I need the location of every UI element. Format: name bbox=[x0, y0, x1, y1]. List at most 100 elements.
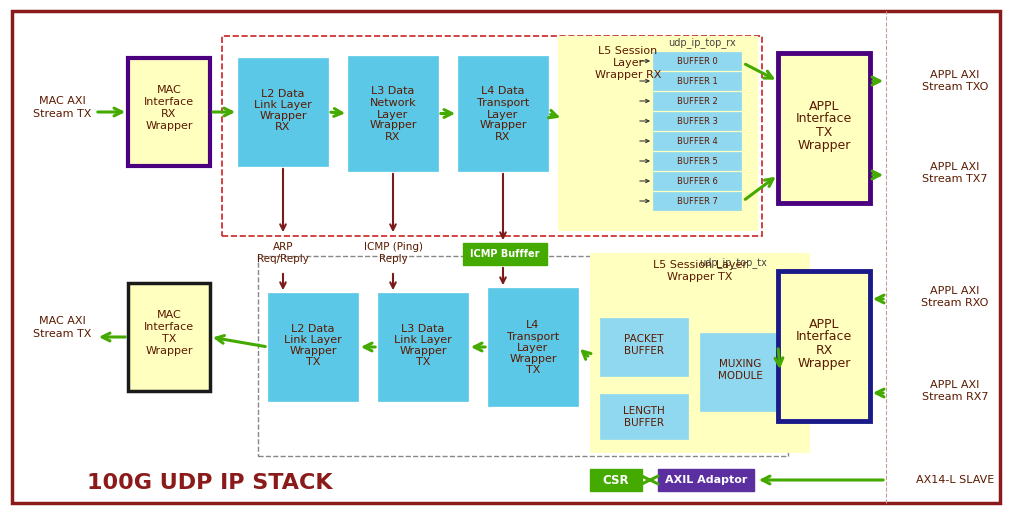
Text: Interface: Interface bbox=[144, 322, 195, 332]
Text: BUFFER: BUFFER bbox=[624, 346, 664, 356]
Text: udp_ip_top_tx: udp_ip_top_tx bbox=[699, 257, 767, 268]
Bar bbox=[348, 56, 438, 171]
Text: BUFFER: BUFFER bbox=[624, 417, 664, 428]
Text: APPL AXI: APPL AXI bbox=[931, 380, 980, 390]
Text: MAC: MAC bbox=[157, 310, 181, 320]
Text: AX14-L SLAVE: AX14-L SLAVE bbox=[915, 475, 994, 485]
Bar bbox=[558, 36, 758, 231]
Bar bbox=[653, 52, 741, 70]
Bar bbox=[600, 318, 688, 376]
Text: ARP: ARP bbox=[272, 242, 293, 252]
Text: Req/Reply: Req/Reply bbox=[257, 254, 309, 264]
Text: BUFFER 1: BUFFER 1 bbox=[677, 77, 718, 85]
Text: udp_ip_top_rx: udp_ip_top_rx bbox=[668, 38, 736, 48]
Text: BUFFER 2: BUFFER 2 bbox=[677, 96, 718, 105]
Text: APPL: APPL bbox=[809, 100, 840, 113]
Text: TX: TX bbox=[306, 357, 321, 367]
Text: 100G UDP IP STACK: 100G UDP IP STACK bbox=[87, 473, 333, 493]
Text: Reply: Reply bbox=[379, 254, 408, 264]
Text: L5 Session Layer: L5 Session Layer bbox=[653, 260, 746, 270]
Text: BUFFER 7: BUFFER 7 bbox=[677, 196, 718, 205]
Text: MAC: MAC bbox=[157, 85, 181, 95]
Text: TX: TX bbox=[816, 126, 833, 139]
Text: PACKET: PACKET bbox=[625, 334, 664, 344]
Bar bbox=[258, 256, 788, 456]
Text: BUFFER 0: BUFFER 0 bbox=[677, 56, 718, 66]
Text: Layer: Layer bbox=[612, 58, 644, 68]
Text: Interface: Interface bbox=[796, 330, 852, 343]
Bar bbox=[128, 58, 210, 166]
Text: L2 Data: L2 Data bbox=[291, 324, 335, 334]
Text: L4: L4 bbox=[526, 320, 540, 330]
Text: RX: RX bbox=[496, 131, 511, 142]
Text: Transport: Transport bbox=[507, 332, 559, 342]
Text: Link Layer: Link Layer bbox=[394, 335, 452, 345]
Bar bbox=[222, 36, 762, 236]
Text: Wrapper RX: Wrapper RX bbox=[595, 70, 662, 80]
Bar bbox=[778, 53, 870, 203]
Bar bbox=[600, 394, 688, 439]
Text: Interface: Interface bbox=[796, 113, 852, 126]
Bar bbox=[378, 293, 468, 401]
Text: RX: RX bbox=[815, 343, 833, 356]
Text: Wrapper: Wrapper bbox=[479, 120, 526, 130]
Text: BUFFER 6: BUFFER 6 bbox=[677, 177, 718, 185]
Text: Stream TX: Stream TX bbox=[33, 329, 91, 339]
Text: Transport: Transport bbox=[477, 98, 529, 108]
Text: Interface: Interface bbox=[144, 97, 195, 107]
Text: L4 Data: L4 Data bbox=[481, 86, 524, 96]
Text: RX: RX bbox=[162, 109, 177, 119]
Bar bbox=[653, 152, 741, 170]
Text: RX: RX bbox=[275, 122, 291, 132]
Bar bbox=[653, 132, 741, 150]
Text: ICMP (Ping): ICMP (Ping) bbox=[364, 242, 423, 252]
Text: APPL AXI: APPL AXI bbox=[931, 70, 980, 80]
Text: L2 Data: L2 Data bbox=[261, 89, 305, 99]
Bar bbox=[238, 58, 328, 166]
Text: Link Layer: Link Layer bbox=[284, 335, 342, 345]
Bar bbox=[590, 253, 810, 453]
Text: Layer: Layer bbox=[517, 343, 549, 353]
Bar bbox=[653, 112, 741, 130]
Bar bbox=[653, 192, 741, 210]
Bar bbox=[653, 92, 741, 110]
Text: MAC AXI: MAC AXI bbox=[39, 96, 85, 106]
Text: BUFFER 3: BUFFER 3 bbox=[677, 117, 718, 126]
Bar bbox=[778, 271, 870, 421]
Text: RX: RX bbox=[385, 131, 400, 142]
Bar bbox=[458, 56, 548, 171]
Text: BUFFER 5: BUFFER 5 bbox=[677, 156, 718, 166]
Text: APPL AXI: APPL AXI bbox=[931, 286, 980, 296]
Text: LENGTH: LENGTH bbox=[624, 405, 665, 416]
Text: Wrapper: Wrapper bbox=[798, 356, 851, 369]
Bar bbox=[700, 333, 780, 411]
Bar bbox=[488, 288, 578, 406]
Text: Wrapper: Wrapper bbox=[798, 139, 851, 152]
Text: MAC AXI: MAC AXI bbox=[39, 316, 85, 326]
Text: MUXING: MUXING bbox=[719, 359, 761, 369]
Text: L3 Data: L3 Data bbox=[372, 86, 415, 96]
Text: Layer: Layer bbox=[487, 109, 518, 119]
Bar bbox=[658, 469, 754, 491]
Bar bbox=[268, 293, 358, 401]
Text: Layer: Layer bbox=[378, 109, 409, 119]
Text: Stream RX7: Stream RX7 bbox=[922, 392, 988, 402]
Bar bbox=[653, 72, 741, 90]
Text: Wrapper TX: Wrapper TX bbox=[668, 272, 733, 282]
Text: L5 Session: L5 Session bbox=[598, 46, 657, 56]
Bar bbox=[128, 283, 210, 391]
Text: Network: Network bbox=[370, 98, 417, 108]
Text: Stream RXO: Stream RXO bbox=[922, 298, 989, 308]
Text: L3 Data: L3 Data bbox=[401, 324, 444, 334]
Text: BUFFER 4: BUFFER 4 bbox=[677, 137, 718, 145]
Bar bbox=[653, 172, 741, 190]
Bar bbox=[590, 469, 642, 491]
Text: Stream TX: Stream TX bbox=[33, 109, 91, 119]
Text: AXIL Adaptor: AXIL Adaptor bbox=[665, 475, 748, 485]
Text: APPL: APPL bbox=[809, 317, 840, 330]
Text: Wrapper: Wrapper bbox=[145, 121, 193, 131]
Text: CSR: CSR bbox=[603, 474, 630, 487]
Text: Stream TXO: Stream TXO bbox=[922, 82, 988, 92]
Text: Wrapper: Wrapper bbox=[370, 120, 417, 130]
Text: MODULE: MODULE bbox=[718, 371, 763, 381]
